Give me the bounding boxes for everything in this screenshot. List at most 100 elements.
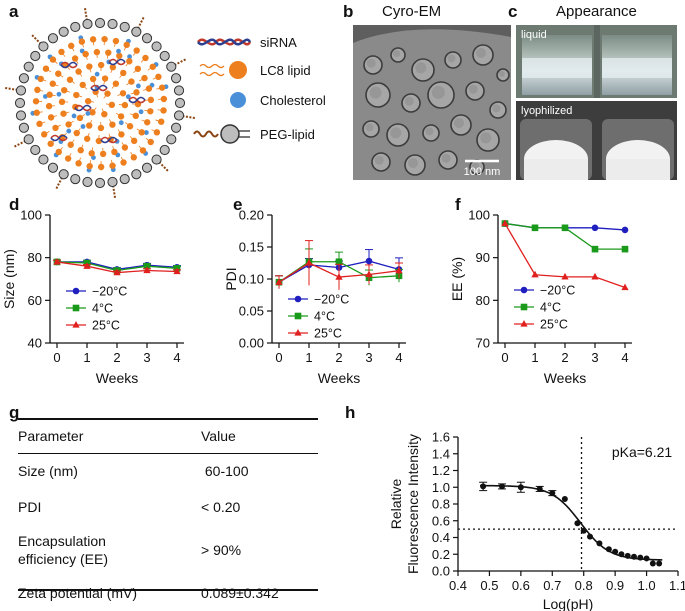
y-tick-label: 1.0: [432, 480, 450, 495]
peg-head: [15, 98, 24, 107]
lipid-head: [133, 113, 139, 119]
lnp-core: [30, 35, 168, 172]
y-tick-label: 0.4: [432, 530, 450, 545]
data-point: [625, 553, 631, 559]
peg-head: [48, 163, 57, 172]
lipid-head: [101, 111, 107, 117]
appearance-title: Appearance: [556, 3, 637, 20]
peg-head: [31, 145, 40, 154]
data-point: [480, 483, 486, 489]
x-tick-label: 0.8: [575, 578, 593, 593]
table-cell-parameter: Encapsulation efficiency (EE): [18, 532, 201, 568]
lnp-particle-core: [390, 127, 401, 138]
lc8-lipid-icon: [200, 61, 247, 79]
lnp-particle-core: [442, 154, 451, 163]
legend-lc8-lipid: LC8 lipid: [260, 63, 311, 78]
y-tick-label: 0.20: [239, 208, 264, 223]
cholesterol-dot: [116, 49, 121, 54]
lnp-particle-core: [492, 104, 500, 112]
data-point: [637, 555, 643, 561]
lipid-head: [118, 113, 124, 119]
data-point: [518, 484, 524, 490]
lnp-particle-core: [405, 97, 414, 106]
sigmoid-fit: [480, 486, 662, 560]
y-axis-label: Fluorescence Intensity: [405, 434, 421, 574]
x-tick-label: 0.4: [449, 578, 467, 593]
peg-head: [16, 86, 25, 95]
x-tick-label: 0: [53, 350, 60, 365]
scale-bar-label: 100 nm: [464, 166, 501, 178]
data-point: [644, 555, 650, 561]
peg-head: [39, 155, 48, 164]
lnp-particle-core: [367, 59, 376, 68]
legend-label: 4°C: [314, 310, 335, 324]
peg-head: [142, 34, 151, 43]
lnp-particle-core: [476, 48, 486, 58]
peg-head: [142, 163, 151, 172]
legend-peg-lipid: PEG-lipid: [260, 127, 315, 142]
y-tick-label: 0.6: [432, 513, 450, 528]
cryo-em-title: Cyro-EM: [382, 3, 441, 20]
peg-head: [19, 74, 28, 83]
table-header-value: Value: [201, 428, 318, 444]
peg-head: [108, 19, 117, 28]
table-cell-value: 60-100: [201, 463, 318, 479]
lipid-head: [111, 149, 117, 155]
peg-head: [31, 51, 40, 60]
schematic-legend: siRNA LC8 lipid Cholesterol PEG-lipid: [190, 20, 340, 160]
data-point: [295, 296, 302, 303]
peg-head: [120, 22, 129, 31]
peg-head: [120, 174, 129, 183]
legend-label: −20°C: [314, 293, 349, 307]
cholesterol-dot: [57, 92, 62, 97]
lnp-particle-core: [370, 87, 382, 99]
peg-lipid-shell: [15, 18, 184, 187]
peg-head: [24, 62, 33, 71]
y-tick-label: 100: [20, 208, 42, 223]
y-tick-label: 0.15: [239, 240, 264, 255]
peg-head: [19, 123, 28, 132]
y-tick-label: 0.00: [239, 336, 264, 351]
peg-head: [59, 170, 68, 179]
data-point: [537, 486, 543, 492]
data-point: [606, 546, 612, 552]
data-point: [532, 225, 539, 232]
peg-head: [48, 34, 57, 43]
peg-head: [71, 22, 80, 31]
lnp-particle-core: [432, 86, 445, 99]
lipid-head: [102, 75, 108, 81]
panel-label-b: b: [343, 2, 353, 22]
data-point: [622, 246, 629, 253]
lipid-head: [118, 131, 124, 137]
data-point: [499, 483, 505, 489]
x-tick-label: 2: [113, 350, 120, 365]
peg-head: [108, 177, 117, 186]
y-tick-label: 0.10: [239, 272, 264, 287]
x-tick-label: 0: [501, 350, 508, 365]
peg-head: [171, 123, 180, 132]
lnp-particle-core: [425, 127, 433, 135]
peg-head: [132, 27, 141, 36]
series-1: [502, 220, 629, 252]
x-tick-label: 4: [621, 350, 628, 365]
y-tick-label: 80: [476, 293, 490, 308]
y-tick-label: 40: [28, 336, 42, 351]
cholesterol-icon: [230, 92, 246, 108]
table-cell-value: > 90%: [201, 542, 318, 558]
x-tick-label: 3: [365, 350, 372, 365]
y-tick-label: 90: [476, 250, 490, 265]
data-point: [549, 490, 555, 496]
table-cell-value: < 0.20: [201, 499, 318, 515]
data-point: [596, 540, 602, 546]
table-header-rule: [18, 453, 318, 454]
lnp-particle-core: [365, 123, 373, 131]
peg-head: [160, 51, 169, 60]
lnp-particle-core: [415, 62, 426, 73]
peg-head: [167, 135, 176, 144]
lnp-schematic: [0, 0, 200, 200]
lnp-particle-core: [469, 85, 478, 94]
cryo-em-image: 100 nm: [353, 25, 511, 180]
